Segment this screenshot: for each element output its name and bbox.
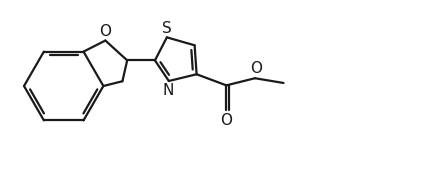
Text: O: O [99,24,112,39]
Text: N: N [163,83,174,98]
Text: O: O [250,61,262,76]
Text: O: O [220,113,232,128]
Text: S: S [162,21,172,36]
